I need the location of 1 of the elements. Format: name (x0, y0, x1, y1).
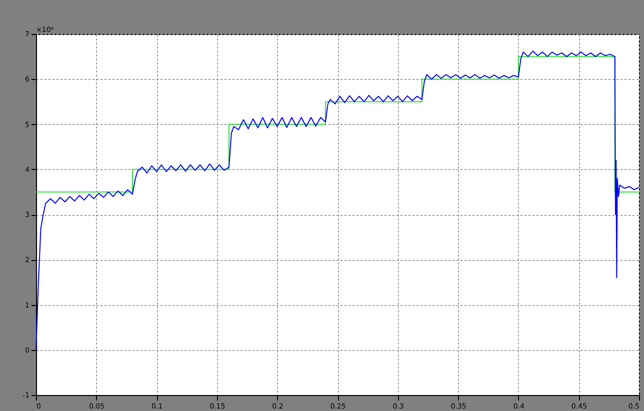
line-series (36, 50, 640, 350)
